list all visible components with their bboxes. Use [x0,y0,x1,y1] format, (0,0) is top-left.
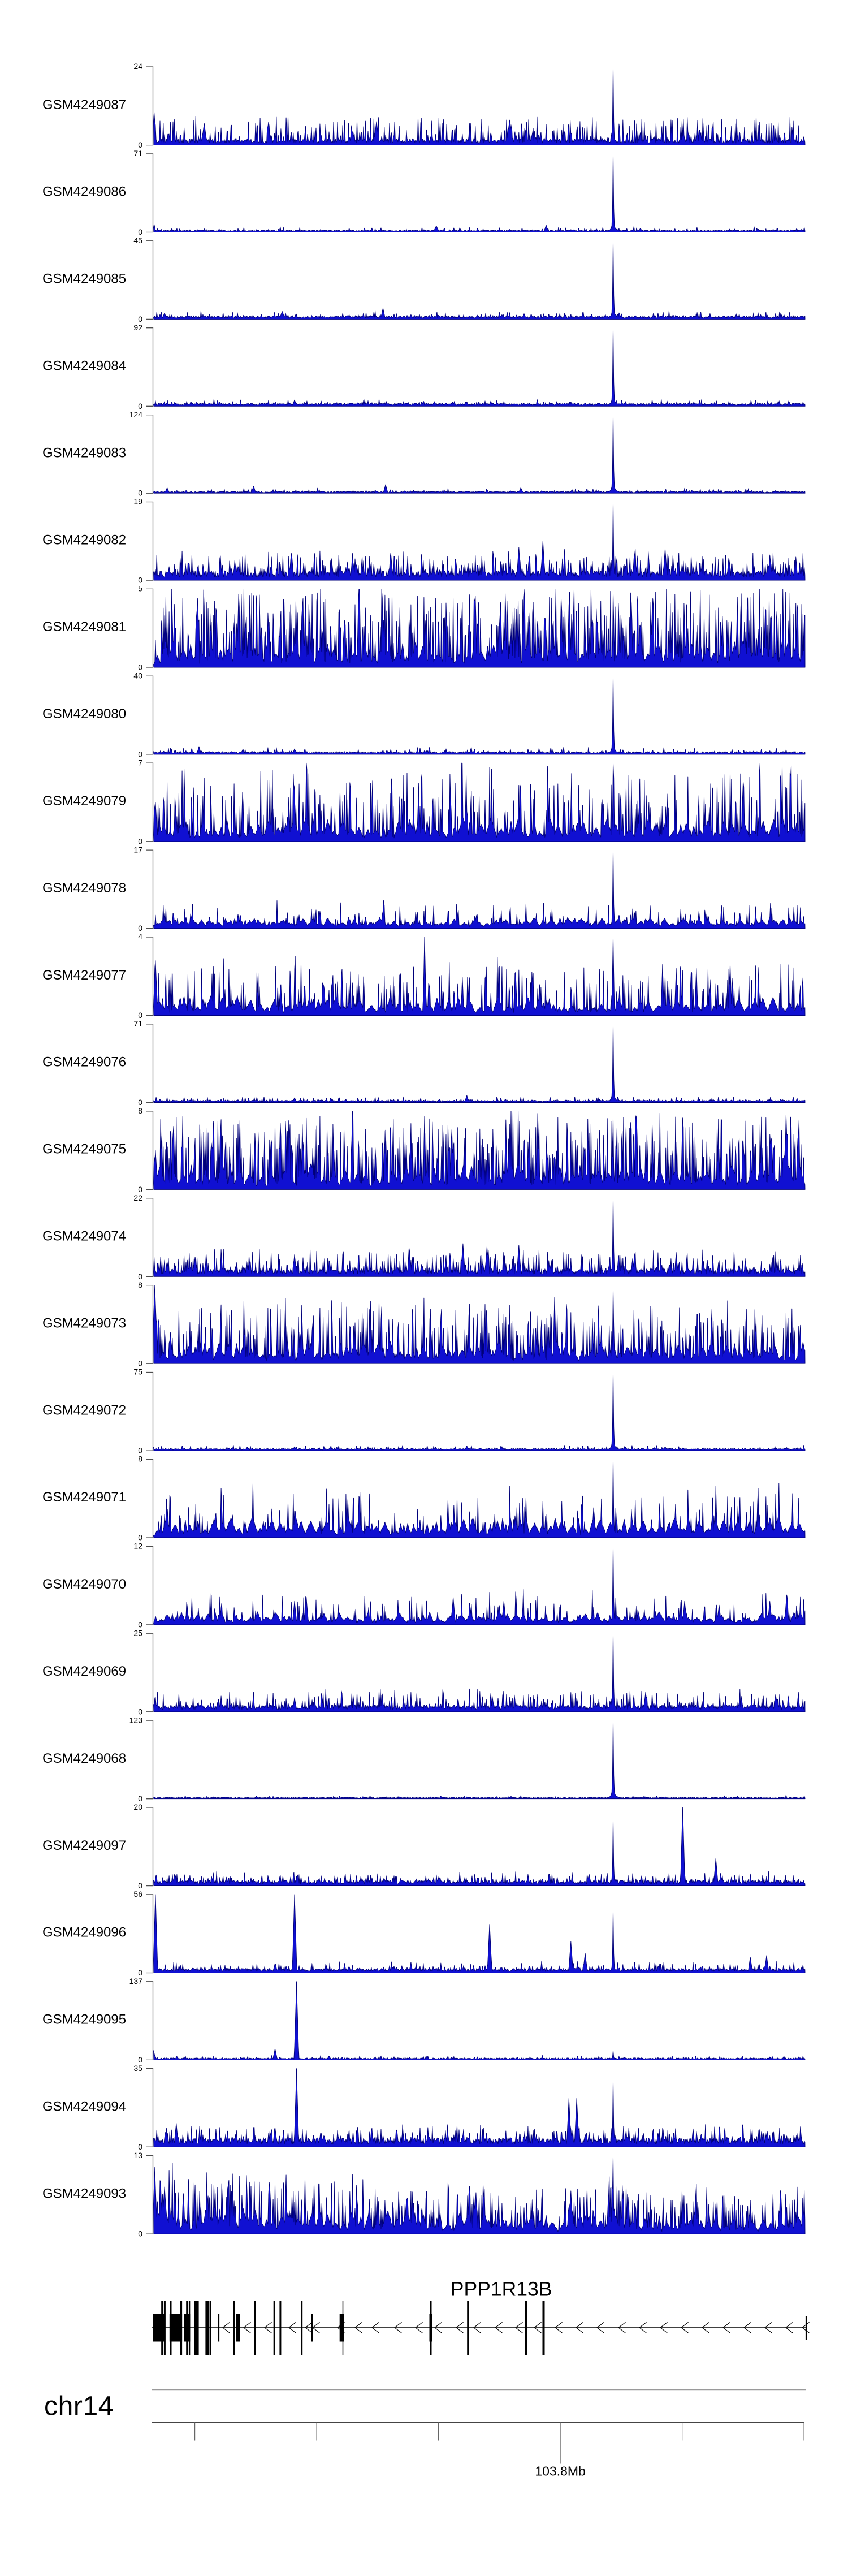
svg-text:0: 0 [138,227,142,236]
svg-text:0: 0 [138,1011,142,1020]
svg-text:GSM4249086: GSM4249086 [42,184,126,200]
svg-text:13: 13 [133,2151,142,2160]
svg-text:0: 0 [138,924,142,933]
svg-text:0: 0 [138,2055,142,2064]
svg-text:chr14: chr14 [44,2392,114,2422]
svg-text:0: 0 [138,1968,142,1977]
svg-text:19: 19 [133,497,142,506]
svg-text:8: 8 [138,1106,142,1115]
svg-text:GSM4249081: GSM4249081 [42,619,126,635]
svg-text:0: 0 [138,1707,142,1716]
svg-text:124: 124 [129,410,143,419]
svg-text:GSM4249074: GSM4249074 [42,1229,126,1244]
svg-text:0: 0 [138,1272,142,1281]
svg-text:0: 0 [138,1620,142,1629]
svg-text:0: 0 [138,836,142,845]
svg-text:0: 0 [138,402,142,411]
svg-text:35: 35 [133,2064,142,2073]
svg-text:92: 92 [133,323,142,332]
svg-text:75: 75 [133,1367,142,1377]
svg-text:GSM4249093: GSM4249093 [42,2186,126,2201]
svg-text:137: 137 [129,1977,143,1986]
svg-text:GSM4249095: GSM4249095 [42,2012,126,2027]
svg-text:0: 0 [138,140,142,149]
svg-text:GSM4249082: GSM4249082 [42,532,126,547]
svg-text:0: 0 [138,1881,142,1890]
svg-text:GSM4249069: GSM4249069 [42,1664,126,1679]
svg-text:12: 12 [133,1542,142,1551]
svg-text:71: 71 [133,1019,142,1028]
svg-text:GSM4249071: GSM4249071 [42,1490,126,1505]
svg-text:GSM4249076: GSM4249076 [42,1055,126,1070]
svg-text:GSM4249094: GSM4249094 [42,2099,126,2115]
svg-text:5: 5 [138,584,142,593]
svg-text:0: 0 [138,1098,142,1107]
svg-text:7: 7 [138,758,142,767]
svg-text:GSM4249096: GSM4249096 [42,1925,126,1940]
svg-text:0: 0 [138,1794,142,1803]
svg-text:0: 0 [138,314,142,323]
svg-text:0: 0 [138,2142,142,2151]
svg-text:4: 4 [138,932,142,941]
svg-text:123: 123 [129,1715,143,1724]
svg-text:71: 71 [133,149,142,158]
svg-text:56: 56 [133,1889,142,1898]
svg-text:0: 0 [138,749,142,758]
svg-text:17: 17 [133,845,142,854]
svg-text:GSM4249080: GSM4249080 [42,706,126,722]
svg-text:45: 45 [133,236,142,245]
svg-text:PPP1R13B: PPP1R13B [451,2278,552,2301]
svg-text:0: 0 [138,1446,142,1455]
svg-text:GSM4249079: GSM4249079 [42,793,126,809]
svg-text:0: 0 [138,1359,142,1368]
svg-text:103.8Mb: 103.8Mb [535,2464,586,2479]
svg-text:24: 24 [133,62,142,71]
svg-text:GSM4249083: GSM4249083 [42,445,126,460]
svg-text:0: 0 [138,1185,142,1194]
svg-text:GSM4249068: GSM4249068 [42,1751,126,1766]
svg-text:GSM4249078: GSM4249078 [42,881,126,896]
svg-text:GSM4249084: GSM4249084 [42,359,126,374]
svg-text:GSM4249070: GSM4249070 [42,1577,126,1592]
svg-text:25: 25 [133,1628,142,1637]
svg-text:GSM4249075: GSM4249075 [42,1142,126,1157]
svg-text:40: 40 [133,671,142,680]
svg-text:0: 0 [138,1533,142,1542]
svg-text:0: 0 [138,2229,142,2238]
svg-text:0: 0 [138,489,142,498]
svg-text:GSM4249087: GSM4249087 [42,97,126,113]
svg-text:GSM4249077: GSM4249077 [42,968,126,983]
svg-text:22: 22 [133,1193,142,1202]
svg-text:GSM4249072: GSM4249072 [42,1403,126,1418]
svg-text:GSM4249097: GSM4249097 [42,1838,126,1853]
svg-text:0: 0 [138,576,142,585]
svg-text:8: 8 [138,1455,142,1464]
svg-text:0: 0 [138,663,142,672]
svg-text:20: 20 [133,1802,142,1811]
svg-text:GSM4249073: GSM4249073 [42,1315,126,1331]
svg-text:GSM4249085: GSM4249085 [42,271,126,287]
svg-text:8: 8 [138,1280,142,1289]
